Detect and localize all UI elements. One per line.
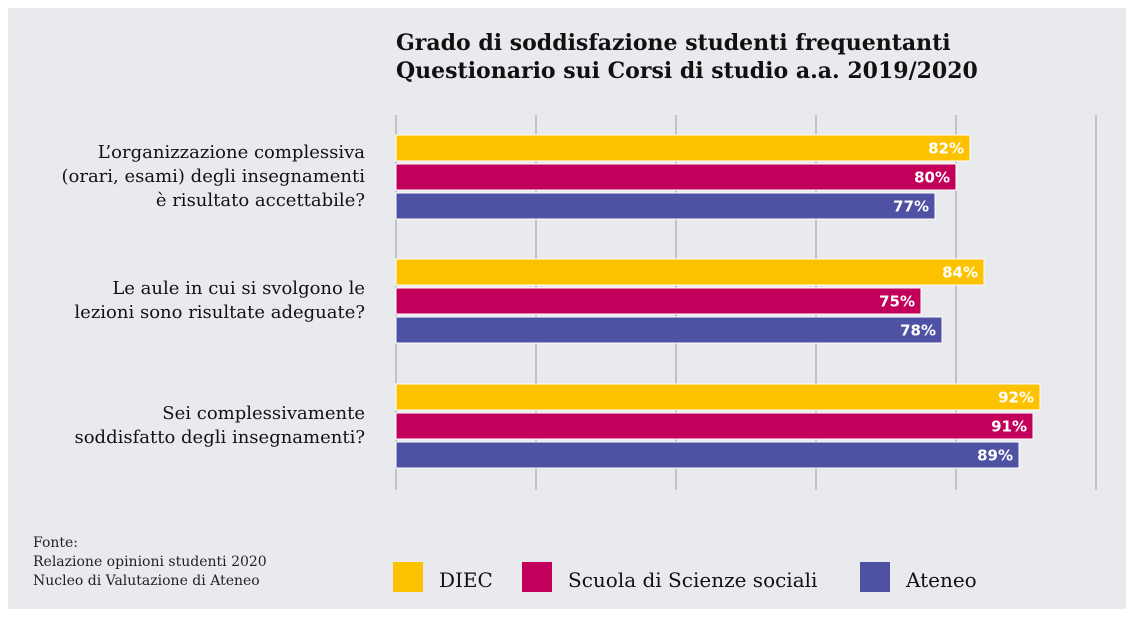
bar (395, 383, 1041, 411)
legend-swatch (860, 562, 890, 592)
bar (395, 287, 922, 315)
legend-swatch (393, 562, 423, 592)
legend-label: Scuola di Scienze sociali (568, 568, 818, 592)
value-label: 91% (991, 418, 1027, 436)
value-label: 75% (879, 293, 915, 311)
value-label: 92% (998, 389, 1034, 407)
legend-label: Ateneo (906, 568, 977, 592)
chart-subtitle: Questionario sui Corsi di studio a.a. 20… (396, 58, 978, 84)
value-label: 77% (893, 198, 929, 216)
bar (395, 163, 957, 191)
category-label: Sei complessivamente soddisfatto degli i… (74, 403, 365, 448)
legend-swatch (522, 562, 552, 592)
value-label: 89% (977, 447, 1013, 465)
value-label: 84% (942, 264, 978, 282)
bar (395, 192, 936, 220)
bar (395, 258, 985, 286)
bar (395, 316, 943, 344)
chart-title: Grado di soddisfazione studenti frequent… (396, 30, 951, 56)
source: Fonte: Relazione opinioni studenti 2020 … (33, 535, 267, 589)
legend-label: DIEC (439, 568, 493, 592)
value-label: 80% (914, 169, 950, 187)
category-label: Le aule in cui si svolgono le lezioni so… (74, 278, 365, 323)
bar (395, 441, 1020, 469)
value-label: 78% (900, 322, 936, 340)
category-label: L’organizzazione complessiva (orari, esa… (61, 142, 365, 211)
bar (395, 412, 1034, 440)
value-label: 82% (928, 140, 964, 158)
bar (395, 134, 971, 162)
